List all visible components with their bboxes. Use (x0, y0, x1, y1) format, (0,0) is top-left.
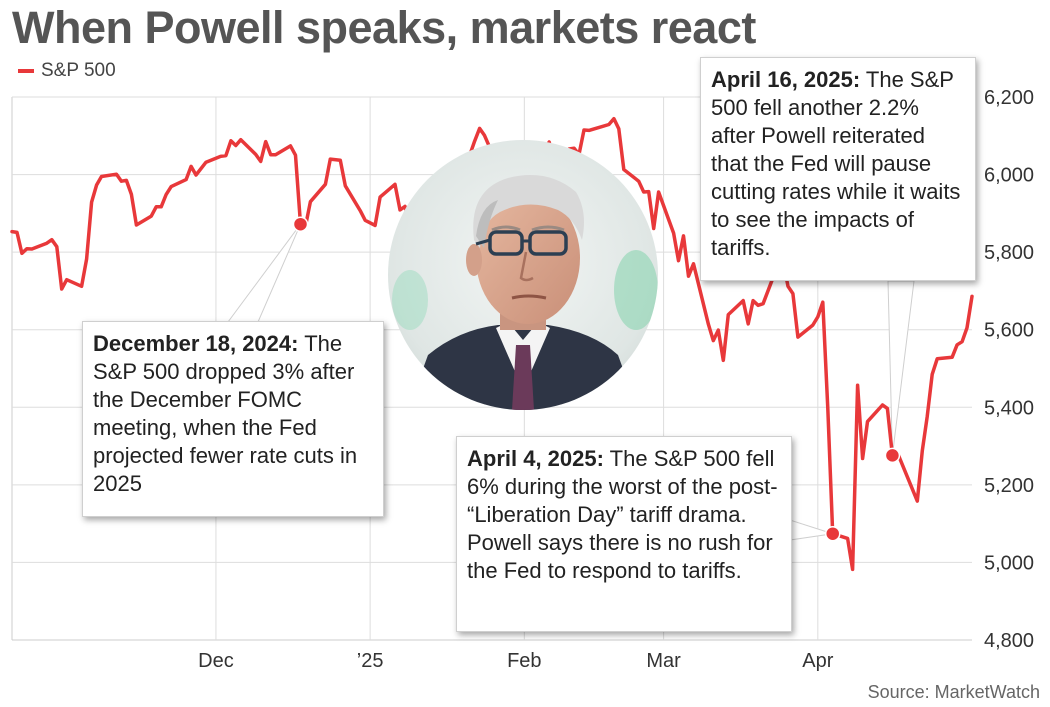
callout-connector (227, 223, 301, 323)
legend-swatch (18, 69, 34, 73)
source-label: Source: MarketWatch (868, 682, 1040, 702)
highlight-point (292, 216, 309, 232)
y-tick-label: 5,800 (984, 242, 1034, 264)
callout-connector (887, 280, 915, 456)
legend: S&P 500 (18, 60, 116, 82)
callout-connectors (227, 223, 915, 541)
annotation-text: The S&P 500 fell 6% during the worst of … (467, 446, 778, 583)
x-tick-label: Feb (507, 650, 541, 672)
x-tick-label: ’25 (357, 650, 384, 672)
y-tick-label: 5,600 (984, 320, 1034, 342)
annotation-date: December 18, 2024: (93, 331, 299, 356)
annotation-text: The S&P 500 fell another 2.2% after Powe… (711, 67, 961, 260)
legend-label: S&P 500 (41, 60, 116, 81)
x-tick-label: Dec (198, 650, 234, 672)
portrait-photo (388, 140, 658, 410)
x-tick-label: Apr (802, 650, 833, 672)
y-tick-label: 5,000 (984, 552, 1034, 574)
y-tick-label: 5,400 (984, 397, 1034, 419)
chart-title: When Powell speaks, markets react (12, 2, 756, 53)
y-tick-label: 6,200 (984, 87, 1034, 109)
y-tick-label: 4,800 (984, 630, 1034, 652)
x-tick-label: Mar (646, 650, 681, 672)
annotation-text: The S&P 500 dropped 3% after the Decembe… (93, 331, 358, 496)
y-tick-label: 5,200 (984, 475, 1034, 497)
y-tick-label: 6,000 (984, 165, 1034, 187)
highlight-point (824, 525, 841, 542)
annotation-dec-18: December 18, 2024: The S&P 500 dropped 3… (82, 321, 384, 517)
annotation-date: April 4, 2025: (467, 446, 604, 471)
annotation-apr-16: April 16, 2025: The S&P 500 fell another… (700, 57, 976, 281)
axes: 4,800 5,000 5,200 5,400 5,600 5,800 6,000 6,200… (198, 87, 1034, 672)
highlight-point (884, 447, 901, 464)
annotation-apr-4: April 4, 2025: The S&P 500 fell 6% durin… (456, 436, 792, 632)
annotation-date: April 16, 2025: (711, 67, 861, 92)
